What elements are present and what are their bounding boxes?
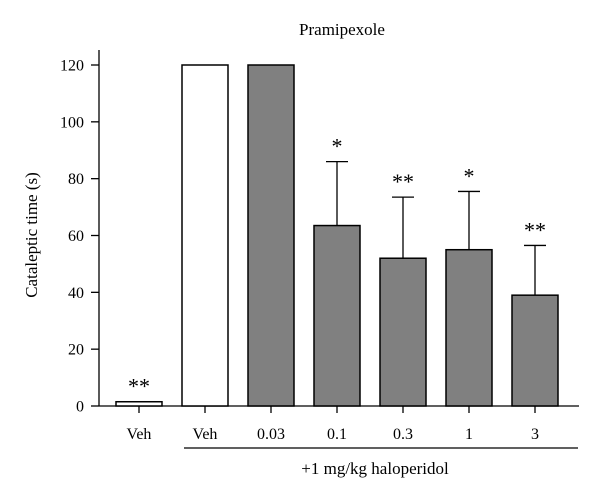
x-tick-label: 0.03 xyxy=(257,426,285,443)
y-axis-label: Cataleptic time (s) xyxy=(22,172,41,298)
bar xyxy=(313,224,361,407)
x-axis-ticks: Veh Veh 0.03 0.1 0.3 1 3 xyxy=(127,406,539,443)
bar xyxy=(181,64,229,407)
x-tick-label: 3 xyxy=(531,426,539,443)
chart-title: Pramipexole xyxy=(299,20,385,39)
significance-marker: * xyxy=(464,163,475,188)
y-axis-ticks: 0 20 40 60 80 100 120 xyxy=(60,58,99,416)
significance-marker: ** xyxy=(524,217,546,242)
group-label: +1 mg/kg haloperidol xyxy=(301,459,449,478)
bar xyxy=(115,400,163,407)
bar xyxy=(511,294,559,407)
x-tick-label: Veh xyxy=(127,426,152,443)
significance-marker: ** xyxy=(128,374,150,399)
bar xyxy=(247,64,295,407)
significance-marker: * xyxy=(332,134,343,159)
x-tick-label: 0.1 xyxy=(327,426,347,443)
y-tick-label: 120 xyxy=(60,58,84,75)
y-tick-label: 60 xyxy=(68,228,84,245)
x-tick-label: 1 xyxy=(465,426,473,443)
x-tick-label: Veh xyxy=(193,426,218,443)
y-tick-label: 0 xyxy=(76,399,84,416)
y-tick-label: 20 xyxy=(68,342,84,359)
bar xyxy=(379,257,427,407)
y-tick-label: 40 xyxy=(68,285,84,302)
bar xyxy=(445,248,493,407)
bars-group: ***** *** xyxy=(115,64,559,407)
y-tick-label: 100 xyxy=(60,114,84,131)
y-tick-label: 80 xyxy=(68,171,84,188)
x-tick-label: 0.3 xyxy=(393,426,413,443)
significance-marker: ** xyxy=(392,169,414,194)
